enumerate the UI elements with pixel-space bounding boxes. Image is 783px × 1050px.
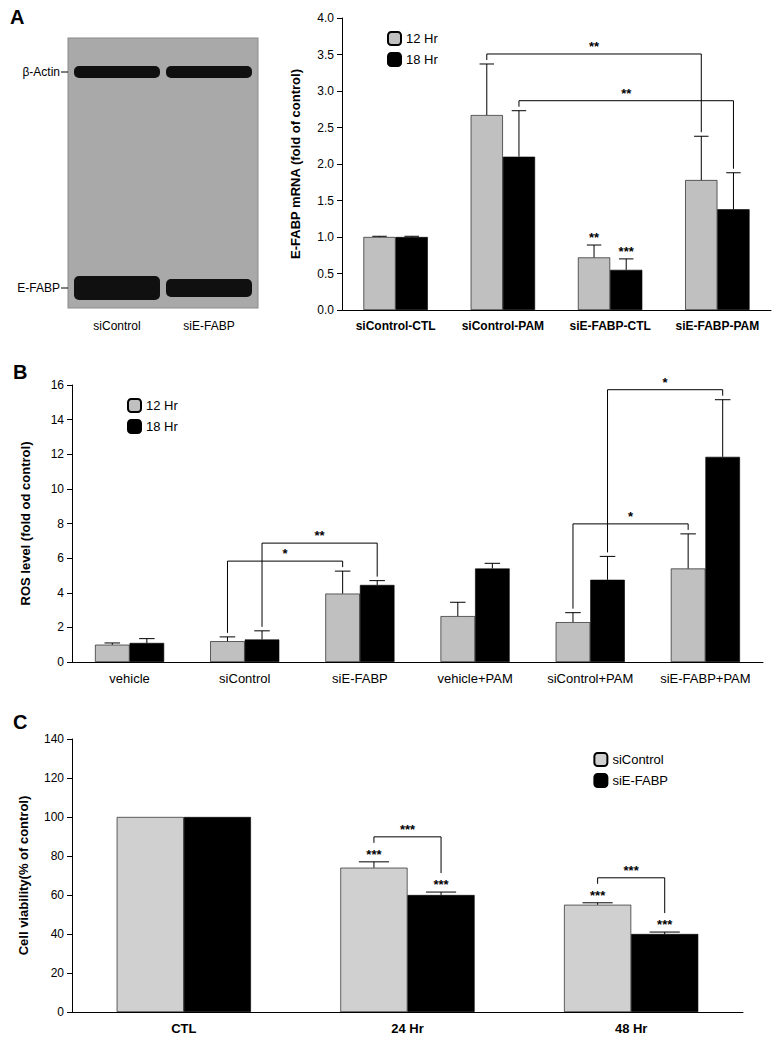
svg-text:***: *** [619, 244, 635, 259]
svg-text:siControl-CTL: siControl-CTL [356, 319, 436, 333]
svg-text:siE-FABP: siE-FABP [183, 319, 234, 333]
svg-text:14: 14 [51, 413, 65, 427]
svg-text:siE-FABP: siE-FABP [612, 773, 668, 788]
svg-text:**: ** [621, 86, 632, 101]
svg-text:***: *** [400, 822, 416, 837]
svg-text:*: * [628, 509, 634, 524]
svg-text:8: 8 [57, 517, 64, 531]
svg-text:**: ** [589, 39, 600, 54]
svg-text:100: 100 [44, 810, 64, 824]
svg-text:siControl+PAM: siControl+PAM [547, 671, 633, 686]
svg-text:siControl: siControl [93, 319, 140, 333]
svg-text:siControl-PAM: siControl-PAM [462, 319, 544, 333]
svg-text:3.5: 3.5 [317, 48, 334, 62]
svg-text:12 Hr: 12 Hr [146, 398, 178, 413]
svg-text:***: *** [366, 847, 382, 862]
svg-text:siControl: siControl [219, 671, 270, 686]
svg-text:E-FABP mRNA (fold of control): E-FABP mRNA (fold of control) [288, 69, 303, 259]
svg-text:vehicle: vehicle [109, 671, 149, 686]
svg-text:A: A [10, 6, 24, 28]
svg-text:2.5: 2.5 [317, 121, 334, 135]
svg-text:siE-FABP: siE-FABP [332, 671, 388, 686]
svg-text:1.5: 1.5 [317, 194, 334, 208]
svg-text:**: ** [315, 528, 326, 543]
svg-text:*: * [663, 375, 669, 390]
svg-text:1.0: 1.0 [317, 230, 334, 244]
svg-text:vehicle+PAM: vehicle+PAM [437, 671, 512, 686]
svg-text:*: * [283, 546, 289, 561]
svg-text:CTL: CTL [171, 1021, 196, 1036]
svg-text:0.5: 0.5 [317, 267, 334, 281]
svg-text:C: C [13, 711, 27, 733]
svg-text:siE-FABP-CTL: siE-FABP-CTL [569, 319, 650, 333]
svg-text:2.0: 2.0 [317, 157, 334, 171]
svg-text:4.0: 4.0 [317, 11, 334, 25]
svg-text:4: 4 [57, 586, 64, 600]
svg-text:40: 40 [51, 927, 65, 941]
svg-text:24 Hr: 24 Hr [391, 1021, 424, 1036]
svg-text:6: 6 [57, 551, 64, 565]
svg-text:siControl: siControl [612, 752, 663, 767]
svg-text:0: 0 [57, 655, 64, 669]
svg-text:48 Hr: 48 Hr [615, 1021, 648, 1036]
svg-text:***: *** [624, 863, 640, 878]
svg-text:0: 0 [57, 1005, 64, 1019]
svg-text:***: *** [433, 877, 449, 892]
svg-text:12: 12 [51, 447, 65, 461]
svg-text:0.0: 0.0 [317, 303, 334, 317]
svg-text:B: B [13, 361, 27, 383]
svg-text:2: 2 [57, 620, 64, 634]
svg-text:140: 140 [44, 732, 64, 746]
svg-text:***: *** [590, 888, 606, 903]
svg-text:60: 60 [51, 888, 65, 902]
svg-text:10: 10 [51, 482, 65, 496]
svg-text:ROS level (fold od control): ROS level (fold od control) [18, 442, 33, 606]
svg-text:siE-FABP+PAM: siE-FABP+PAM [660, 671, 750, 686]
svg-text:Cell viability(% of control): Cell viability(% of control) [16, 796, 31, 956]
svg-text:18 Hr: 18 Hr [146, 419, 178, 434]
svg-text:20: 20 [51, 966, 65, 980]
svg-text:120: 120 [44, 771, 64, 785]
svg-text:β-Actin: β-Actin [22, 65, 60, 79]
svg-text:80: 80 [51, 849, 65, 863]
svg-text:***: *** [657, 917, 673, 932]
svg-text:18 Hr: 18 Hr [406, 52, 438, 67]
svg-text:12 Hr: 12 Hr [406, 31, 438, 46]
svg-text:**: ** [589, 230, 600, 245]
svg-text:siE-FABP-PAM: siE-FABP-PAM [675, 319, 759, 333]
svg-text:E-FABP: E-FABP [17, 281, 60, 295]
svg-text:16: 16 [51, 378, 65, 392]
svg-text:3.0: 3.0 [317, 84, 334, 98]
